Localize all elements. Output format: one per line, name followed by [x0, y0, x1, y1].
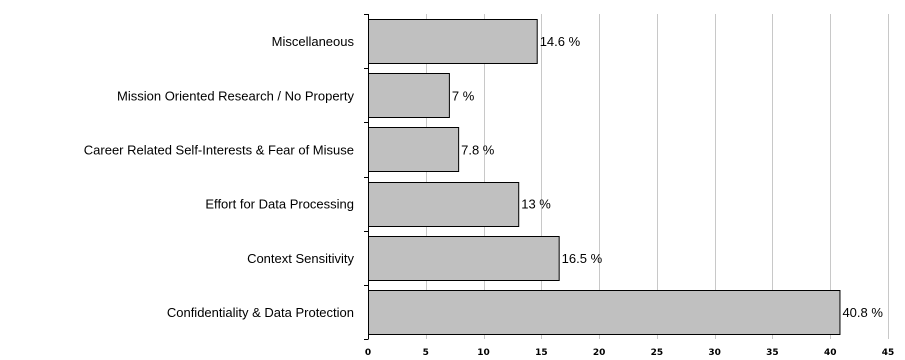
- bars: [368, 19, 841, 335]
- gridlines: [426, 14, 889, 339]
- x-tick-label: 10: [477, 348, 490, 358]
- axes: [364, 14, 369, 340]
- data-label: 7.8 %: [461, 142, 495, 157]
- x-tick-label: 0: [365, 348, 371, 358]
- category-label: Mission Oriented Research / No Property: [117, 88, 354, 103]
- category-label: Miscellaneous: [272, 34, 355, 49]
- category-label: Effort for Data Processing: [205, 197, 354, 212]
- bar-5: [368, 290, 841, 335]
- bar-4: [368, 236, 560, 281]
- labels: Miscellaneous 14.6 % Mission Oriented Rese…: [84, 34, 895, 358]
- x-tick-label: 15: [535, 348, 548, 358]
- category-label: Career Related Self-Interests & Fear of …: [84, 142, 354, 157]
- data-label: 16.5 %: [562, 251, 603, 266]
- bar-2: [368, 127, 460, 172]
- x-tick-label: 30: [708, 348, 721, 358]
- category-label: Confidentiality & Data Protection: [167, 305, 354, 320]
- data-label: 13 %: [521, 197, 551, 212]
- x-tick-label: 5: [423, 348, 429, 358]
- data-label: 7 %: [452, 88, 475, 103]
- x-tick-label: 40: [824, 348, 837, 358]
- x-tick-label: 20: [593, 348, 606, 358]
- data-label: 40.8 %: [842, 305, 883, 320]
- data-label: 14.6 %: [540, 34, 581, 49]
- category-label: Context Sensitivity: [247, 251, 354, 266]
- bar-0: [368, 19, 538, 64]
- x-tick-label: 35: [766, 348, 779, 358]
- bar-3: [368, 182, 520, 227]
- bar-1: [368, 73, 450, 118]
- x-tick-label: 45: [882, 348, 895, 358]
- x-tick-label: 25: [651, 348, 664, 358]
